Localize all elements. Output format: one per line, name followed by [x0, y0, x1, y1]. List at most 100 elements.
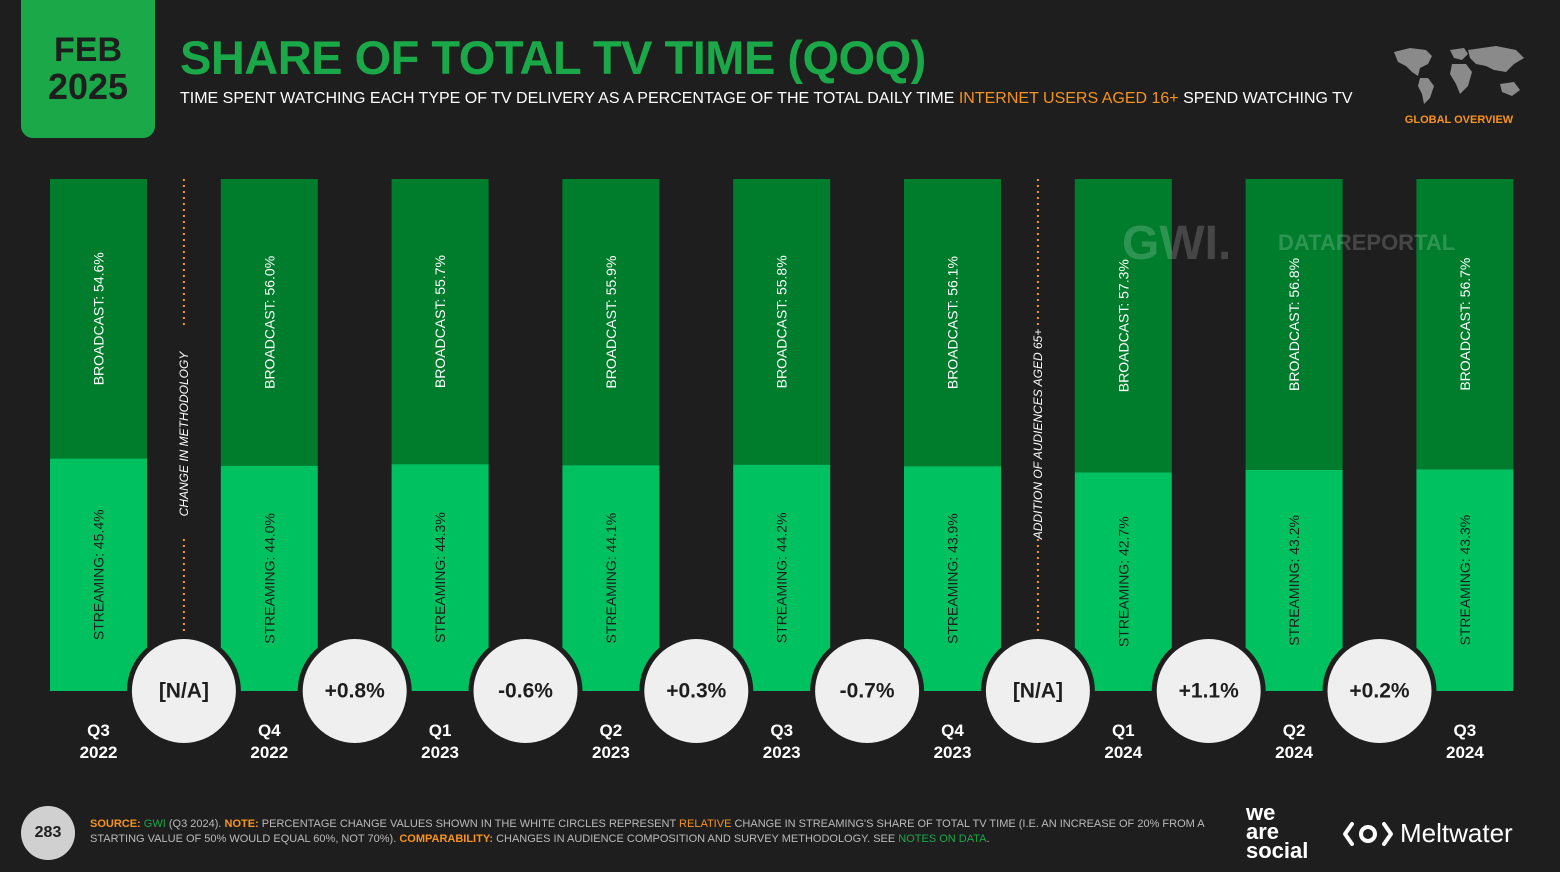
broadcast-bar — [1245, 179, 1343, 470]
notes-on-data-link[interactable]: NOTES ON DATA — [898, 833, 987, 845]
streaming-label: STREAMING: 44.2% — [774, 512, 790, 643]
change-circle — [131, 639, 236, 743]
subtitle-highlight: INTERNET USERS AGED 16+ — [958, 90, 1179, 107]
footer-end: . — [986, 833, 990, 845]
change-label: +1.1% — [1179, 680, 1239, 703]
tick-label-quarter: Q4 — [941, 721, 964, 740]
annotation-label: ADDITION OF AUDIENCES AGED 65+ — [1031, 329, 1045, 541]
comparability-label: COMPARABILITY: — [399, 833, 494, 845]
broadcast-bar — [1074, 179, 1172, 473]
streaming-bar — [1245, 469, 1343, 691]
date-badge: FEB 2025 — [21, 0, 155, 138]
subtitle-text-end: SPEND WATCHING TV — [1178, 90, 1353, 107]
streaming-bar — [904, 466, 1001, 691]
streaming-bar — [50, 458, 147, 691]
broadcast-bar — [1416, 179, 1514, 470]
page-title: SHARE OF TOTAL TV TIME (QOQ) — [180, 31, 926, 84]
streaming-bar — [391, 464, 489, 691]
streaming-label: STREAMING: 44.0% — [261, 513, 277, 644]
change-circle — [473, 639, 578, 743]
broadcast-label: BROADCAST: 55.8% — [774, 255, 790, 388]
region-label: GLOBAL OVERVIEW — [1404, 114, 1514, 126]
change-circle — [302, 639, 407, 743]
streaming-label: STREAMING: 43.3% — [1457, 515, 1473, 646]
datareportal-watermark: DATAREPORTAL — [1278, 230, 1456, 255]
broadcast-label: BROADCAST: 55.9% — [603, 256, 619, 389]
meltwater-icon — [1343, 821, 1393, 846]
broadcast-label: BROADCAST: 56.0% — [261, 256, 277, 389]
meltwater-logo: Meltwater — [1342, 818, 1513, 849]
streaming-label: STREAMING: 44.1% — [603, 513, 619, 644]
divider-gap — [1027, 329, 1048, 539]
change-circle — [1156, 639, 1261, 743]
tick-label-quarter: Q3 — [1454, 721, 1477, 740]
broadcast-label: BROADCAST: 56.8% — [1286, 258, 1302, 391]
note-text-a: PERCENTAGE CHANGE VALUES SHOWN IN THE WH… — [258, 818, 680, 830]
streaming-label: STREAMING: 44.3% — [432, 512, 448, 643]
change-circle — [985, 639, 1090, 743]
logo-line-3: social — [1246, 838, 1309, 863]
annotation-label: CHANGE IN METHODOLOGY — [177, 351, 191, 517]
source-label: SOURCE: — [90, 818, 141, 830]
change-label: +0.3% — [666, 680, 726, 703]
change-label: -0.6% — [498, 680, 553, 703]
broadcast-label: BROADCAST: 55.7% — [432, 255, 448, 388]
world-map-icon — [1394, 46, 1524, 104]
streaming-label: STREAMING: 45.4% — [91, 509, 107, 640]
broadcast-bar — [220, 179, 318, 466]
tick-label-quarter: Q3 — [770, 721, 793, 740]
tick-label-year: 2022 — [80, 743, 118, 762]
streaming-bar — [1416, 469, 1514, 691]
streaming-label: STREAMING: 43.2% — [1286, 515, 1302, 646]
we-are-social-logo: we are social — [1246, 800, 1309, 863]
tick-label-quarter: Q4 — [258, 721, 281, 740]
streaming-label: STREAMING: 43.9% — [945, 513, 961, 644]
change-label: [N/A] — [1013, 680, 1063, 703]
gwi-watermark: GWI. — [1122, 217, 1232, 270]
streaming-bar — [220, 465, 318, 691]
broadcast-label: BROADCAST: 56.7% — [1457, 258, 1473, 391]
source-name: GWI — [143, 818, 166, 830]
streaming-label: STREAMING: 42.7% — [1115, 516, 1131, 647]
change-circle — [644, 639, 749, 743]
tick-label-quarter: Q3 — [87, 721, 110, 740]
tick-label-year: 2023 — [763, 743, 801, 762]
change-label: +0.8% — [325, 680, 385, 703]
tick-label-quarter: Q1 — [1112, 721, 1135, 740]
tick-label-year: 2023 — [934, 743, 972, 762]
page-subtitle: TIME SPENT WATCHING EACH TYPE OF TV DELI… — [180, 90, 1353, 108]
broadcast-label: BROADCAST: 57.3% — [1115, 259, 1131, 392]
tick-label-year: 2024 — [1104, 743, 1142, 762]
logo-line-2: are — [1246, 819, 1280, 844]
date-year: 2025 — [47, 66, 129, 107]
footer-notes: SOURCE: GWI (Q3 2024). NOTE: PERCENTAGE … — [90, 817, 1220, 847]
change-label: +0.2% — [1349, 680, 1409, 703]
broadcast-bar — [904, 179, 1001, 467]
change-circle — [815, 639, 920, 743]
broadcast-bar — [733, 179, 831, 465]
tick-label-quarter: Q2 — [1283, 721, 1306, 740]
meltwater-wordmark: Meltwater — [1400, 818, 1513, 848]
page-number: 283 — [21, 806, 75, 860]
broadcast-bar — [391, 179, 489, 465]
stacked-bar-chart: BROADCAST: 54.6% STREAMING: 45.4% Q3 2022 BR… — [50, 179, 1514, 762]
note-relative: RELATIVE — [679, 818, 732, 830]
streaming-bar — [1074, 472, 1172, 691]
tick-label-year: 2024 — [1275, 743, 1313, 762]
change-label: -0.7% — [840, 680, 895, 703]
note-label: NOTE: — [224, 818, 259, 830]
tick-label-quarter: Q1 — [429, 721, 452, 740]
broadcast-bar — [562, 179, 660, 466]
change-circle — [1327, 639, 1432, 743]
broadcast-label: BROADCAST: 54.6% — [91, 252, 107, 385]
source-detail: (Q3 2024). — [165, 818, 225, 830]
broadcast-label: BROADCAST: 56.1% — [945, 256, 961, 389]
logo-line-1: we — [1246, 800, 1276, 825]
subtitle-text: TIME SPENT WATCHING EACH TYPE OF TV DELI… — [180, 90, 959, 107]
date-month: FEB — [54, 31, 122, 69]
comparability-text: CHANGES IN AUDIENCE COMPOSITION AND SURV… — [493, 833, 899, 845]
tick-label-quarter: Q2 — [600, 721, 623, 740]
change-label: [N/A] — [159, 680, 209, 703]
streaming-bar — [562, 465, 660, 691]
tick-label-year: 2023 — [421, 743, 459, 762]
